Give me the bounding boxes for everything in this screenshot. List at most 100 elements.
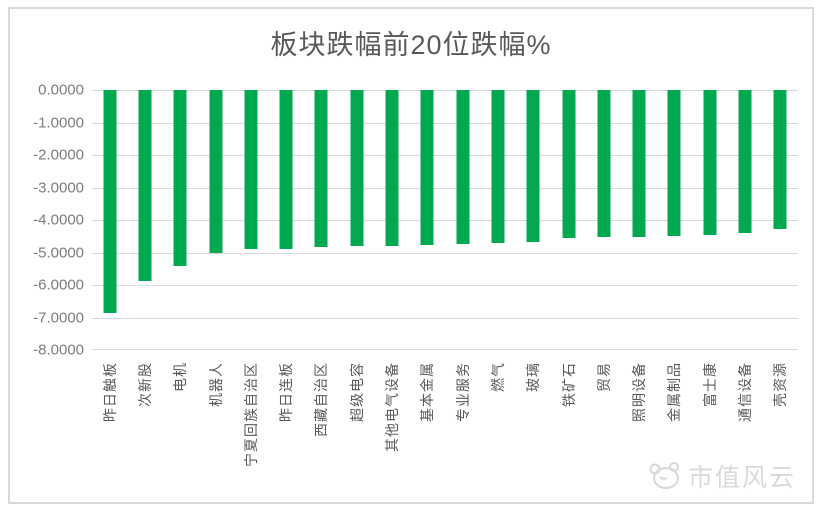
x-label-slot: 基本金属 [410,356,445,501]
plot-area [92,90,798,350]
bar [667,90,681,237]
bar-slot [621,90,656,350]
bar-slot [727,90,762,350]
bar-series [92,90,798,350]
bar [279,90,293,249]
y-tick-label: -5.0000 [33,244,84,261]
bar-slot [92,90,127,350]
bar [244,90,258,250]
x-label-slot: 超级电容 [339,356,374,501]
bar [103,90,117,313]
bar [526,90,540,242]
x-category-label: 机器人 [207,362,224,407]
chart-title: 板块跌幅前20位跌幅% [270,30,552,60]
bar-slot [127,90,162,350]
x-category-label: 专业服务 [454,362,471,422]
gridline [92,252,798,254]
chart-frame: 板块跌幅前20位跌幅% 0.0000 -1.0000 -2.0000 -3.0000 -… [8,7,814,504]
bar [385,90,399,246]
bar [597,90,611,238]
x-label-slot: 燃气 [480,356,515,501]
gridline [92,187,798,189]
mascot-logo-icon [649,462,679,489]
x-label-slot: 机器人 [198,356,233,501]
y-tick-label: -8.0000 [33,341,84,359]
bar-slot [586,90,621,350]
gridline [92,90,798,91]
bar [209,90,223,254]
bar-slot [516,90,551,350]
bar-slot [198,90,233,350]
x-category-label: 昨日触板 [101,362,118,422]
bar [314,90,328,248]
y-tick-label: -4.0000 [33,211,84,229]
x-category-label: 昨日连板 [278,362,295,422]
x-category-label: 贸易 [595,362,612,392]
x-label-slot: 次新股 [127,356,162,501]
x-label-slot: 宁夏回族自治区 [233,356,268,501]
x-category-label: 富士康 [701,362,718,407]
x-category-label: 基本金属 [419,362,436,422]
bar [138,90,152,281]
bar-slot [233,90,268,350]
x-label-slot: 贸易 [586,356,621,501]
x-category-label: 金属制品 [666,362,683,422]
y-tick-label: -2.0000 [33,146,84,164]
bar [773,90,787,229]
x-category-label: 西藏自治区 [313,362,330,437]
watermark: 市值风云 [646,458,796,494]
bar-slot [374,90,409,350]
x-label-slot: 铁矿石 [551,356,586,501]
bar [420,90,434,245]
bar-slot [763,90,798,350]
x-label-slot: 专业服务 [445,356,480,501]
x-category-label: 铁矿石 [560,362,577,407]
y-tick-label: 0.0000 [38,81,84,99]
bar [703,90,717,236]
bar-slot [480,90,515,350]
x-label-slot: 昨日触板 [92,356,127,501]
bar-slot [339,90,374,350]
x-category-label: 照明设备 [631,362,648,422]
x-category-label: 电机 [172,362,189,392]
bar [562,90,575,238]
gridline [92,122,798,124]
gridline [92,285,798,286]
gridline [92,349,798,350]
bar [491,90,505,244]
bar-slot [304,90,339,350]
x-label-slot: 西藏自治区 [304,356,339,501]
bar [350,90,364,247]
x-label-slot: 玻璃 [516,356,551,501]
bar-slot [657,90,692,350]
x-category-label: 宁夏回族自治区 [242,362,259,467]
bar [456,90,470,244]
x-category-label: 玻璃 [525,362,542,392]
bar [632,90,646,237]
gridline [92,155,798,156]
x-category-label: 通信设备 [736,362,753,422]
bar [173,90,187,267]
bar-slot [551,90,586,350]
bar-slot [692,90,727,350]
bar-slot [410,90,445,350]
x-label-slot: 电机 [163,356,198,501]
bar-slot [163,90,198,350]
gridline [92,220,798,221]
watermark-text: 市值风云 [687,464,796,492]
gridline [92,317,798,319]
y-axis: 0.0000 -1.0000 -2.0000 -3.0000 -4.0000 -5.000… [10,82,84,359]
x-label-slot: 昨日连板 [268,356,303,501]
bar-slot [445,90,480,350]
y-tick-label: -3.0000 [33,179,84,196]
bar-slot [268,90,303,350]
y-tick-label: -6.0000 [33,276,84,294]
x-category-label: 次新股 [136,362,153,407]
x-category-label: 其他电气设备 [384,362,401,452]
y-tick-label: -1.0000 [33,114,84,131]
y-tick-label: -7.0000 [33,309,84,326]
x-category-label: 燃气 [489,362,506,392]
x-category-label: 超级电容 [348,362,365,422]
bar [738,90,752,233]
x-category-label: 壳资源 [772,362,789,407]
